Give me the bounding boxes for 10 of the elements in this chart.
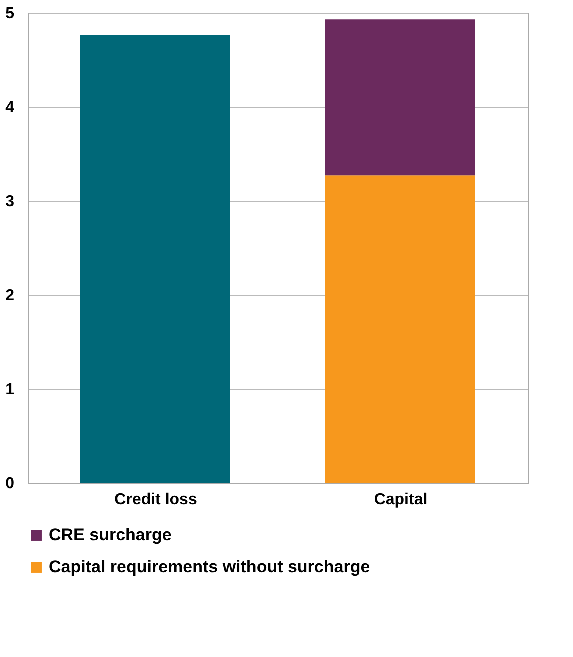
legend-label: Capital requirements without surcharge: [49, 558, 370, 576]
y-tick-label: 1: [6, 382, 15, 398]
y-tick-label: 5: [6, 6, 15, 22]
x-tick-label: Credit loss: [114, 492, 198, 508]
y-tick-label: 2: [6, 288, 15, 304]
x-tick-label: Capital: [374, 492, 428, 508]
y-tick-label: 0: [6, 476, 15, 492]
legend-label: CRE surcharge: [49, 526, 172, 544]
y-tick-label: 4: [6, 100, 15, 116]
y-tick-label: 3: [6, 194, 15, 210]
